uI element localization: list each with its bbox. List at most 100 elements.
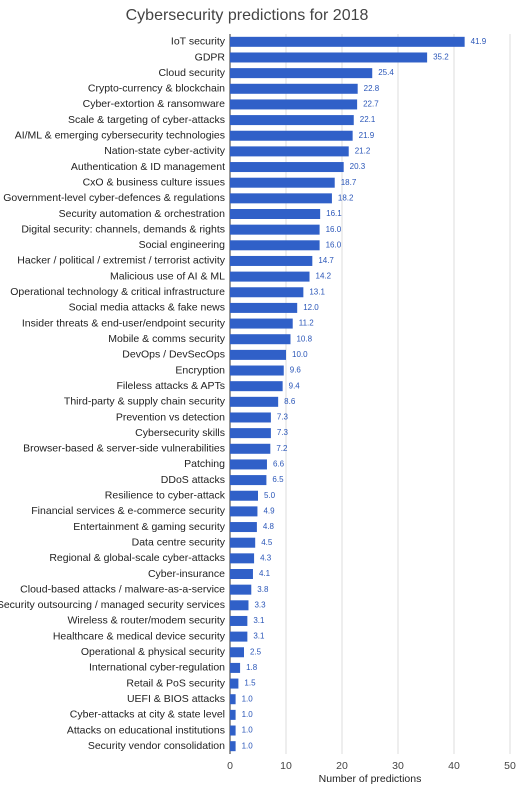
value-label: 9.6 (290, 366, 302, 375)
bar (230, 162, 344, 173)
value-label: 22.7 (363, 100, 379, 109)
y-tick-label: Social engineering (139, 239, 226, 251)
x-tick-label: 20 (336, 760, 348, 772)
x-axis-label: Number of predictions (319, 773, 422, 785)
value-label: 1.0 (242, 741, 254, 750)
bar (230, 396, 279, 407)
bar (230, 741, 236, 752)
y-tick-label: Cybersecurity skills (135, 427, 225, 439)
value-label: 7.3 (277, 428, 289, 437)
bar (230, 584, 252, 595)
value-label: 4.9 (263, 507, 275, 516)
bar (230, 631, 248, 642)
chart-title: Cybersecurity predictions for 2018 (126, 7, 369, 24)
y-tick-label: Operational technology & critical infras… (10, 286, 225, 298)
x-tick-label: 10 (280, 760, 292, 772)
y-tick-label: UEFI & BIOS attacks (127, 693, 225, 705)
bar (230, 553, 255, 564)
y-tick-label: Healthcare & medical device security (53, 630, 226, 642)
bar (230, 99, 358, 110)
bar (230, 209, 321, 219)
value-label: 1.5 (244, 679, 256, 688)
y-tick-label: Malicious use of AI & ML (110, 270, 225, 282)
bar (230, 569, 253, 579)
y-tick-label: Nation-state cyber-activity (104, 145, 226, 157)
bar (230, 271, 310, 282)
bar (230, 52, 428, 63)
bar (230, 287, 304, 298)
y-tick-label: DDoS attacks (161, 474, 225, 486)
y-tick-label: Fileless attacks & APTs (116, 380, 225, 392)
bar (230, 381, 283, 392)
y-tick-label: Security vendor consolidation (88, 740, 225, 752)
y-tick-label: Regional & global-scale cyber-attacks (49, 552, 225, 564)
bar (230, 365, 284, 376)
y-tick-label: Cyber-insurance (148, 568, 225, 580)
value-label: 22.1 (360, 115, 376, 124)
bar (230, 224, 320, 235)
bar (230, 318, 293, 329)
y-tick-label: Cloud security (158, 67, 225, 79)
y-tick-label: Retail & PoS security (126, 677, 225, 689)
value-label: 21.9 (359, 131, 375, 140)
value-label: 8.6 (284, 397, 296, 406)
y-tick-label: Digital security: channels, demands & ri… (21, 223, 225, 235)
bar (230, 615, 248, 626)
bar (230, 68, 373, 79)
bar (230, 678, 239, 689)
x-tick-label: 0 (227, 760, 233, 772)
bar (230, 522, 257, 533)
y-tick-label: Hacker / political / extremist / terrori… (17, 255, 225, 267)
value-label: 16.0 (326, 225, 342, 234)
value-label: 11.2 (299, 319, 315, 328)
y-tick-label: Browser-based & server-side vulnerabilit… (23, 443, 225, 455)
bar (230, 647, 244, 658)
y-tick-label: Cloud-based attacks / malware-as-a-servi… (20, 583, 225, 595)
y-tick-label: CxO & business culture issues (83, 176, 225, 188)
bar (230, 302, 298, 313)
value-label: 4.8 (263, 522, 275, 531)
value-label: 3.8 (257, 585, 269, 594)
value-label: 1.8 (246, 663, 258, 672)
value-label: 3.3 (254, 600, 266, 609)
bar (230, 349, 286, 360)
value-label: 7.3 (277, 413, 289, 422)
y-tick-label: IoT security (171, 36, 226, 48)
value-label: 18.7 (341, 178, 357, 187)
y-tick-label: GDPR (195, 51, 226, 63)
value-label: 9.4 (289, 381, 301, 390)
bar (230, 130, 353, 141)
value-label: 14.2 (316, 272, 332, 281)
value-label: 1.0 (242, 726, 254, 735)
bar (230, 662, 241, 673)
value-label: 13.1 (309, 287, 325, 296)
value-label: 16.1 (326, 209, 342, 218)
value-label: 41.9 (471, 37, 487, 46)
y-tick-label: Encryption (175, 364, 225, 376)
value-label: 10.8 (296, 334, 312, 343)
bar (230, 36, 465, 47)
x-tick-label: 30 (392, 760, 404, 772)
bar (230, 694, 236, 705)
value-label: 6.6 (273, 460, 285, 469)
value-label: 4.1 (259, 569, 271, 578)
value-label: 22.8 (364, 84, 380, 93)
bar (230, 443, 271, 454)
y-tick-label: Data centre security (132, 536, 226, 548)
value-label: 20.3 (350, 162, 366, 171)
bar (230, 83, 358, 94)
bar (230, 193, 332, 204)
value-label: 21.2 (355, 147, 371, 156)
bar (230, 177, 335, 188)
y-tick-label: Prevention vs detection (116, 411, 225, 423)
value-label: 1.0 (242, 710, 254, 719)
y-tick-label: AI/ML & emerging cybersecurity technolog… (15, 130, 225, 142)
value-label: 14.7 (318, 256, 334, 265)
bar (230, 255, 313, 266)
value-label: 6.5 (272, 475, 284, 484)
y-tick-label: Cyber-attacks at city & state level (70, 709, 225, 721)
y-tick-label: Mobile & comms security (108, 333, 225, 345)
bar (230, 115, 354, 126)
y-tick-label: Government-level cyber-defences & regula… (3, 192, 225, 204)
value-label: 4.5 (261, 538, 273, 547)
